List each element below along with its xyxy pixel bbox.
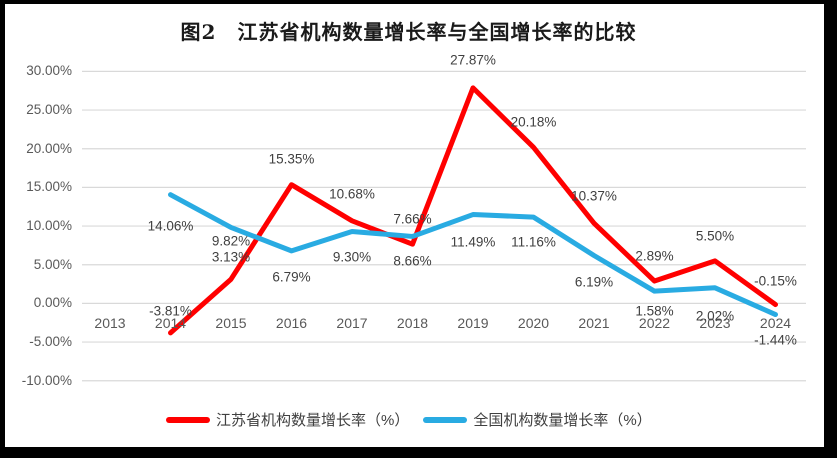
data-label: 2.89% — [635, 248, 674, 264]
x-axis-label: 2015 — [215, 315, 247, 331]
y-tick-label: -10.00% — [21, 372, 72, 388]
data-label: 10.37% — [571, 188, 617, 204]
data-label: -3.81% — [149, 303, 192, 319]
data-label: 5.50% — [695, 228, 735, 244]
data-label: 6.19% — [574, 274, 614, 290]
y-tick-label: -5.00% — [29, 334, 72, 350]
x-axis-label: 2013 — [94, 315, 126, 331]
data-label: 1.58% — [635, 303, 674, 319]
blue-line-swatch-icon — [423, 416, 468, 423]
data-label: 2.02% — [695, 308, 735, 324]
screenshot-border-bottom — [0, 447, 837, 458]
screenshot-border-top — [0, 0, 837, 4]
x-axis-label: 2023 — [699, 315, 731, 331]
red-line-swatch-icon — [166, 416, 210, 423]
data-label: -0.15% — [754, 273, 797, 289]
x-axis-label: 2021 — [578, 315, 610, 331]
y-tick-label: 5.00% — [33, 256, 72, 272]
y-tick-label: 10.00% — [26, 218, 72, 234]
chart-title: 图2 江苏省机构数量增长率与全国增长率的比较 — [180, 20, 637, 44]
screenshot-border-right — [824, 0, 837, 458]
data-label: -1.44% — [754, 332, 797, 348]
x-axis-label: 2014 — [154, 315, 187, 331]
data-label: 10.68% — [329, 186, 375, 202]
y-tick-label: 20.00% — [26, 140, 72, 156]
data-label: 7.66% — [393, 211, 432, 227]
series-line-jiangsu — [168, 85, 778, 336]
x-axis-label: 2020 — [517, 315, 550, 331]
data-label: 15.35% — [268, 151, 315, 167]
data-label: 8.66% — [393, 253, 432, 269]
legend-label-national: 全国机构数量增长率（%） — [473, 412, 652, 429]
screenshot-border-left — [0, 0, 5, 458]
legend-label-jiangsu: 江苏省机构数量增长率（%） — [216, 412, 410, 429]
x-axis-label: 2017 — [336, 315, 368, 331]
series-line-national — [168, 192, 778, 318]
x-axis-label: 2022 — [638, 315, 671, 331]
data-label: 9.30% — [332, 249, 372, 265]
data-label: 11.49% — [450, 234, 496, 250]
data-label: 14.06% — [147, 218, 194, 234]
data-label: 27.87% — [450, 52, 496, 68]
data-label: 3.13% — [211, 249, 251, 265]
x-axis-label: 2019 — [457, 315, 489, 331]
data-label: 11.16% — [511, 234, 556, 250]
data-label: 20.18% — [510, 114, 557, 130]
data-label: 9.82% — [211, 233, 251, 249]
data-label: 6.79% — [272, 269, 311, 285]
y-tick-label: 0.00% — [33, 295, 72, 311]
x-axis-label: 2018 — [396, 315, 429, 331]
legend-item-national: 全国机构数量增长率（%） — [423, 409, 652, 430]
y-tick-label: 30.00% — [26, 63, 72, 79]
y-tick-label: 25.00% — [26, 102, 72, 118]
x-axis-label: 2016 — [275, 315, 308, 331]
x-axis-label: 2024 — [759, 315, 792, 331]
chart-legend: 江苏省机构数量增长率（%） 全国机构数量增长率（%） — [166, 409, 652, 430]
legend-item-jiangsu: 江苏省机构数量增长率（%） — [166, 409, 409, 430]
y-tick-label: 15.00% — [26, 179, 72, 195]
